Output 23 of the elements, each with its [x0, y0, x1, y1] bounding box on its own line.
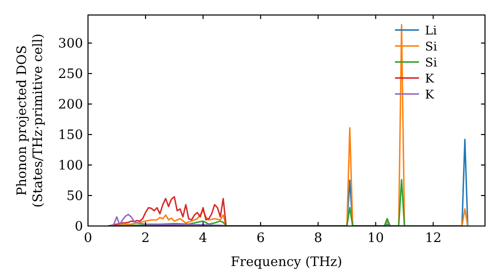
x-tick-label: 8: [314, 231, 322, 246]
y-tick-label: 50: [66, 189, 83, 204]
y-tick-label: 150: [58, 128, 83, 144]
x-tick-label: 6: [256, 231, 265, 246]
y-tick-label: 300: [58, 36, 83, 52]
x-tick-label: 4: [198, 231, 208, 246]
y-tick-label: 250: [58, 67, 83, 82]
y-axis-title: Phonon projected DOS (States/THz·primitive cell): [15, 33, 46, 208]
x-tick-label: 10: [367, 231, 384, 246]
x-axis-title: Frequency (THz): [230, 255, 342, 270]
x-tick-label: 12: [424, 231, 442, 246]
legend-label: Si: [425, 40, 438, 54]
line-series: [110, 214, 224, 226]
legend-label: Si: [425, 56, 438, 70]
x-tick-label: 0: [84, 231, 92, 246]
legend-label: Li: [425, 24, 437, 38]
y-tick-label: 0: [74, 220, 83, 234]
legend-label: K: [425, 88, 435, 102]
x-tick-label: 2: [141, 231, 150, 246]
y-tick-label: 100: [58, 158, 83, 174]
y-tick-label: 200: [58, 98, 83, 113]
legend-label: K: [425, 72, 435, 86]
line-series: [107, 196, 227, 226]
